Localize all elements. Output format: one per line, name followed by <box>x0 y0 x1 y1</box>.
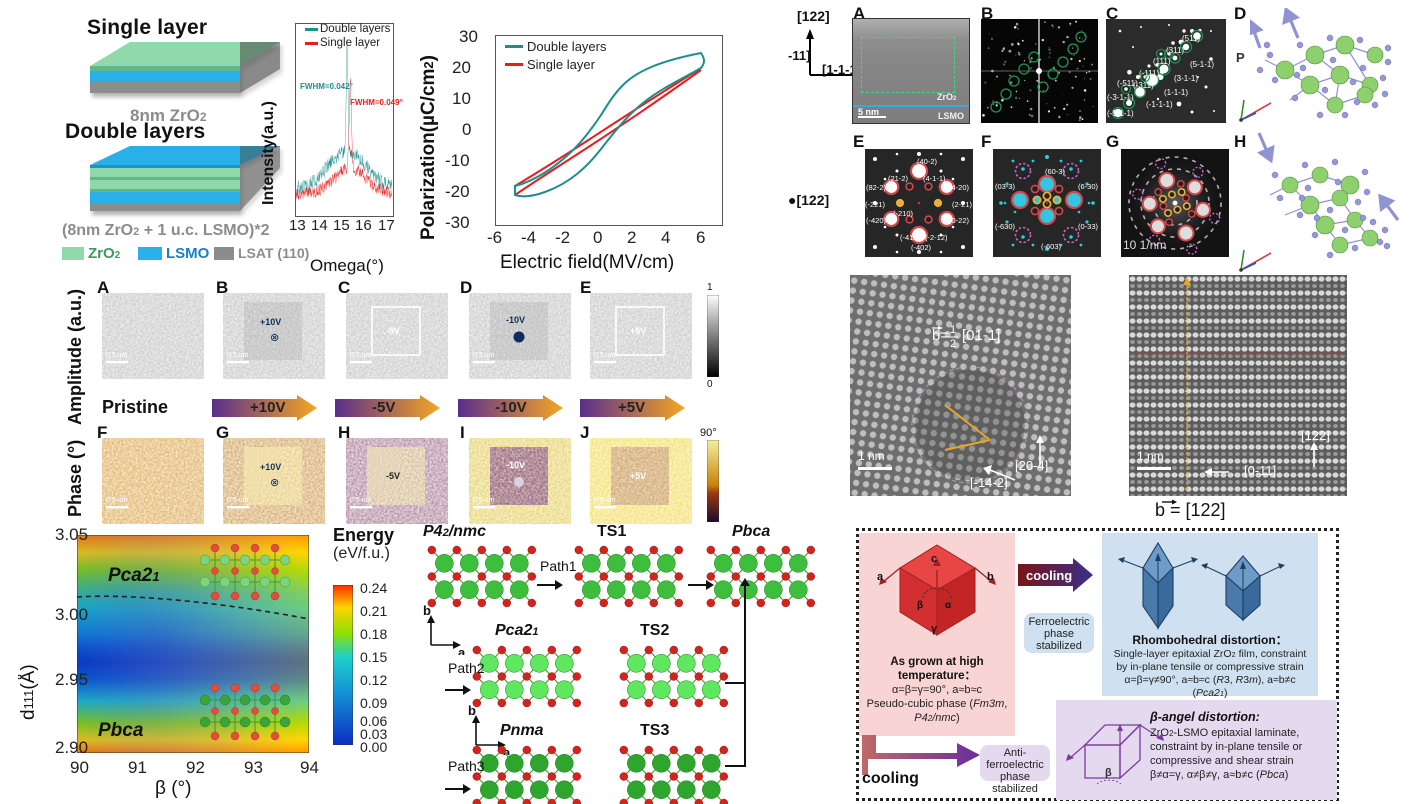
svg-text:(60-3): (60-3) <box>1045 167 1066 176</box>
svg-text:(21-2): (21-2) <box>888 174 909 183</box>
svg-text:(1-1-1): (1-1-1) <box>1164 88 1188 97</box>
svg-text:0.5 um: 0.5 um <box>350 497 372 504</box>
svg-text:a: a <box>458 645 466 655</box>
svg-text:a: a <box>877 571 884 583</box>
svg-text:b: b <box>423 605 431 618</box>
svg-text:(0-33): (0-33) <box>1078 222 1099 231</box>
svg-text:-5V: -5V <box>386 471 400 481</box>
svg-text:+10V: +10V <box>260 462 281 472</box>
svg-text:0.5 um: 0.5 um <box>227 352 249 359</box>
svg-text:[20-4]: [20-4] <box>1015 458 1048 473</box>
svg-text:-10V: -10V <box>506 315 525 325</box>
svg-text:b: b <box>987 571 994 583</box>
svg-text:α: α <box>945 600 952 611</box>
svg-text:(82-2): (82-2) <box>866 183 887 192</box>
svg-text:0.5 um: 0.5 um <box>473 352 495 359</box>
svg-text:(111): (111) <box>1153 57 1171 66</box>
svg-text:⊗: ⊗ <box>270 477 279 489</box>
svg-text:[0-11]: [0-11] <box>1244 463 1276 478</box>
svg-text:(3-1-1): (3-1-1) <box>1174 74 1198 83</box>
svg-text:(-411): (-411) <box>900 233 920 242</box>
svg-text:⊗: ⊗ <box>270 332 279 344</box>
svg-text:cooling: cooling <box>1026 568 1072 583</box>
svg-text:(03-3): (03-3) <box>995 182 1016 191</box>
svg-text:10 1/nm: 10 1/nm <box>1123 238 1166 252</box>
svg-text:(6-30): (6-30) <box>1078 182 1099 191</box>
svg-text:-5V: -5V <box>386 326 400 336</box>
svg-text:(4-1-1): (4-1-1) <box>923 174 946 183</box>
svg-text:0.5 um: 0.5 um <box>473 497 495 504</box>
svg-text:[01-1]: [01-1] <box>962 327 1000 344</box>
svg-text:(-420): (-420) <box>866 216 887 225</box>
svg-text:(-1-1-1): (-1-1-1) <box>1146 100 1173 109</box>
svg-text:+5V: +5V <box>630 471 646 481</box>
svg-text:(-210): (-210) <box>893 209 914 218</box>
svg-text:b=: b= <box>932 327 949 344</box>
svg-text:0.5 um: 0.5 um <box>106 352 128 359</box>
svg-text:(4-20): (4-20) <box>949 183 970 192</box>
svg-text:b: b <box>468 705 476 718</box>
svg-text:(-630): (-630) <box>995 222 1016 231</box>
svg-text:1: 1 <box>950 324 956 336</box>
svg-text:(311): (311) <box>1166 46 1184 55</box>
svg-text:β: β <box>917 600 923 611</box>
svg-text:[-14-2]: [-14-2] <box>970 475 1008 490</box>
svg-text:(40-2): (40-2) <box>917 157 938 166</box>
svg-text:(-5-1-1): (-5-1-1) <box>1107 109 1134 118</box>
svg-text:0.5 um: 0.5 um <box>350 352 372 359</box>
svg-text:+10V: +10V <box>260 317 281 327</box>
svg-text:0.5 um: 0.5 um <box>227 497 249 504</box>
svg-text:(-3-1-1): (-3-1-1) <box>1107 93 1134 102</box>
svg-text:0.5 um: 0.5 um <box>106 497 128 504</box>
svg-text:0.5 um: 0.5 um <box>594 497 616 504</box>
svg-text:γ: γ <box>931 623 938 635</box>
svg-text:(-402): (-402) <box>911 243 932 252</box>
svg-text:(-221): (-221) <box>865 200 886 209</box>
svg-text:1 nm: 1 nm <box>858 449 885 463</box>
svg-text:+5V: +5V <box>630 326 646 336</box>
svg-text:1 nm: 1 nm <box>1137 449 1164 463</box>
svg-text:0.5 um: 0.5 um <box>594 352 616 359</box>
svg-text:(-311): (-311) <box>1133 81 1154 90</box>
svg-text:-10V: -10V <box>506 460 525 470</box>
svg-text:(2-21): (2-21) <box>952 200 973 209</box>
svg-text:(5-1-1): (5-1-1) <box>1190 60 1214 69</box>
svg-text:2: 2 <box>950 338 956 350</box>
svg-text:(-2-12): (-2-12) <box>925 233 948 242</box>
svg-text:(511): (511) <box>1182 34 1200 43</box>
svg-text:(0-22): (0-22) <box>949 216 970 225</box>
svg-text:c: c <box>931 553 937 565</box>
svg-text:β: β <box>1105 767 1112 779</box>
svg-text:[122]: [122] <box>1301 428 1330 443</box>
svg-text:(-111): (-111) <box>1139 69 1159 78</box>
svg-text:(-603): (-603) <box>1041 242 1062 251</box>
